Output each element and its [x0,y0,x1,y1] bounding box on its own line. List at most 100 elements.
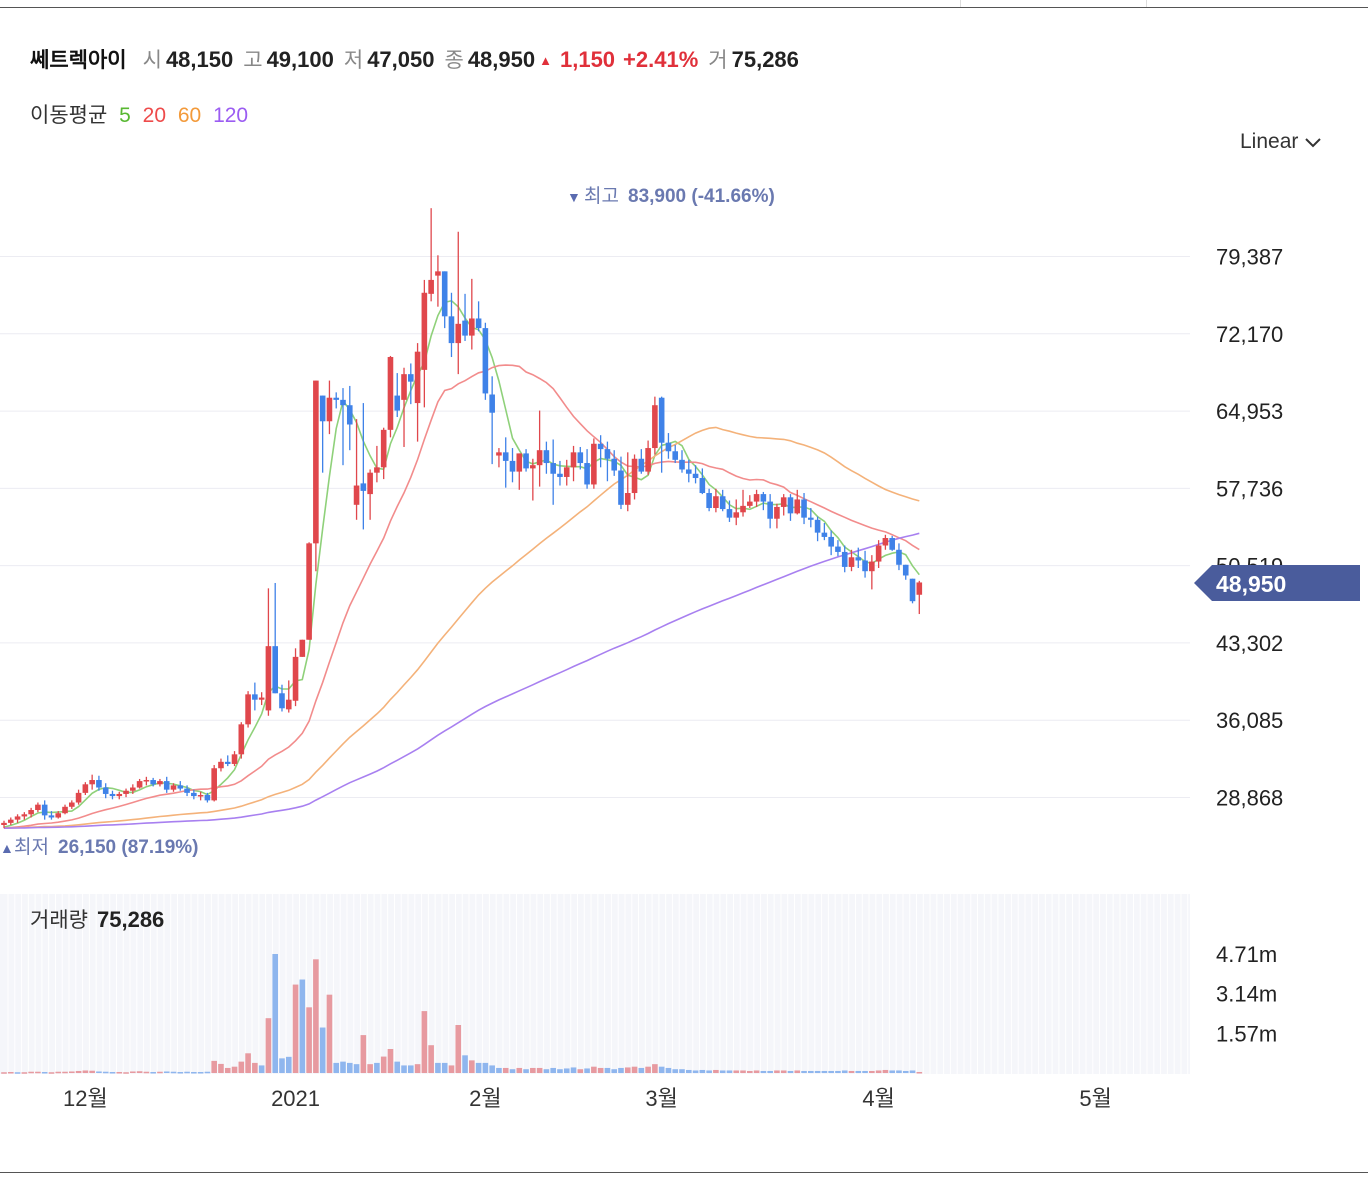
volume-bar [591,1066,597,1073]
price-header: 쎄트렉아이 시 48,150 고 49,100 저 47,050 종 48,95… [30,44,809,76]
candle-body [665,442,672,452]
volume-bar [841,1070,848,1073]
volume-bar [753,1070,760,1073]
candle-body [1,822,7,826]
candle-body [143,780,150,782]
price-tick-label: 79,387 [1216,245,1283,270]
candle-body [828,536,834,547]
volume-bar [441,1062,448,1073]
volume-bar [123,1072,129,1074]
candle-body [692,473,699,479]
candle-body [557,473,563,477]
candle-body [306,543,312,640]
volume-bar [333,1062,340,1073]
volume-bar [292,984,299,1073]
candle-body [367,472,373,495]
volume-bar [462,1055,468,1073]
volume-bar [489,1065,495,1073]
open-label: 시 [142,49,162,72]
date-axis: 12월 2021 2월 3월 4월 5월 [63,1086,1112,1111]
max-price-label: 최고 [584,185,619,207]
candle-body [645,448,651,472]
candle-body [780,497,787,507]
volume-bar [557,1069,563,1073]
volume-bar [150,1071,156,1074]
top-border [0,7,1368,8]
candle-body [679,459,685,470]
volume-bar [136,1071,143,1073]
volume-bar [455,1024,462,1073]
candle-body [285,699,292,710]
volume-bar [760,1070,767,1073]
volume-bar [848,1070,855,1073]
volume-bar [96,1071,102,1073]
volume-bar [387,1048,394,1073]
max-price-value: 83,900 (-41.66%) [628,186,775,207]
candle-body [855,557,862,561]
candle-body [41,804,48,816]
candle-body [713,496,719,509]
candle-body [157,781,163,785]
candle-body [394,395,401,411]
volume-bar [7,1071,14,1074]
volume-bar [604,1067,611,1073]
candle-body [170,785,177,790]
candle-body [28,810,34,815]
volume-bar [306,1007,312,1073]
volume-bar [346,1062,353,1073]
ma-20-toggle[interactable]: 20 [142,104,167,127]
volume-bar [774,1070,780,1073]
candle-body [462,320,468,336]
candle-body [252,694,258,700]
candle-body [889,538,895,550]
candle-body [62,806,68,814]
volume-bar [889,1070,895,1073]
candle-body [231,754,238,764]
candle-body [672,451,679,460]
candle-body [869,561,875,572]
volume-bar [258,1065,265,1073]
volume-bar [482,1062,489,1073]
candle-body [774,506,780,519]
volume-bar [855,1070,862,1073]
volume-bar [319,1027,326,1073]
price-tick-label: 36,085 [1216,708,1283,733]
ma-120-toggle[interactable]: 120 [213,104,249,127]
ma-120-line [3,532,920,829]
candle-body [150,780,156,785]
candle-body [550,463,556,474]
volume-bar [14,1072,21,1074]
open-value: 48,150 [165,47,234,72]
volume-bar [543,1069,550,1073]
min-price-marker: ▲ 최저 26,150 (87.19%) [0,836,199,858]
change-value: 1,150 [559,47,616,72]
ma-5-toggle[interactable]: 5 [119,104,131,127]
chevron-down-icon [1305,138,1322,148]
volume-bar [584,1068,590,1073]
volume-bar [109,1071,116,1074]
candle-body [570,452,577,468]
high-value: 49,100 [266,47,334,72]
volume-bar [69,1071,75,1073]
candle-body [638,458,645,472]
candle-body [421,292,428,370]
candle-body [618,470,624,505]
volume-bar [638,1067,645,1073]
candle-body [706,493,712,509]
volume-bar [380,1056,387,1073]
candle-body [509,460,516,472]
volume-bar [231,1066,238,1073]
volume-bar [428,1045,434,1073]
candle-body [611,458,617,471]
candle-body [726,509,733,518]
date-tick-label: 5월 [1079,1086,1111,1111]
candle-body [577,452,584,464]
candle-body [380,429,387,468]
price-tick-label: 28,868 [1216,786,1283,811]
candle-body [224,761,231,764]
date-tick-label: 3월 [645,1086,677,1111]
candle-body [543,450,550,464]
scale-selector[interactable]: Linear [1240,130,1322,154]
ma-60-toggle[interactable]: 60 [177,104,202,127]
